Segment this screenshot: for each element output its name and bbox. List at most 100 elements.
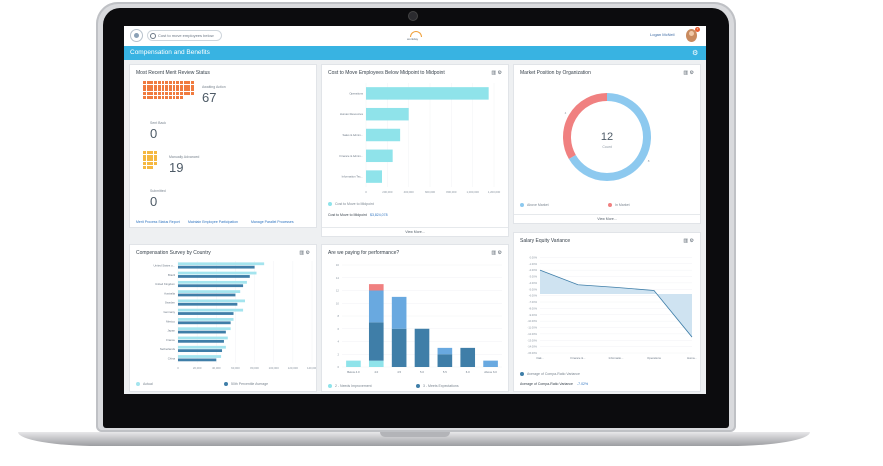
- search-input[interactable]: Cost to move employees below: [147, 30, 222, 41]
- x-tick-label: 20,000: [193, 366, 202, 370]
- gear-icon[interactable]: ⚙: [689, 70, 694, 76]
- y-tick-label: France: [166, 338, 175, 342]
- cost-chart: 0 200,000 400,000 600,000 800,000 1,000,000 1,…: [340, 83, 501, 194]
- x-tick-label: Oak...: [536, 356, 544, 360]
- waffle-square: [154, 162, 157, 165]
- search-icon: [150, 33, 156, 39]
- waffle-square: [150, 158, 154, 162]
- waffle-square: [187, 81, 191, 84]
- y-tick-label: Sweden: [165, 301, 176, 305]
- waffle-square: [187, 88, 191, 92]
- awaiting-action-value[interactable]: 67: [202, 90, 217, 105]
- waffle-square: [154, 81, 157, 84]
- waffle-square: [180, 81, 183, 84]
- waffle-square: [146, 81, 150, 84]
- manage-parallel-link[interactable]: Manage Parallel Processes: [251, 220, 294, 224]
- waffle-square: [165, 92, 169, 95]
- laptop-base: [18, 432, 810, 446]
- bar: [178, 262, 265, 266]
- waffle-square: [150, 84, 154, 88]
- waffle-square: [157, 92, 161, 95]
- user-name[interactable]: Logan McNeil: [650, 32, 675, 37]
- waffle-square: [146, 165, 150, 169]
- notification-badge[interactable]: 7: [695, 27, 700, 32]
- waffle-square: [143, 165, 146, 169]
- waffle-square: [154, 92, 157, 95]
- chart-type-icon[interactable]: ▥: [683, 238, 689, 244]
- bar: [178, 327, 231, 331]
- page-header: Compensation and Benefits ⚙: [124, 46, 706, 60]
- avatar[interactable]: [686, 29, 697, 42]
- bar-segment: [391, 296, 407, 329]
- waffle-square: [180, 95, 183, 99]
- x-tick-label: 200,000: [382, 190, 393, 194]
- bar: [178, 299, 245, 303]
- gear-icon[interactable]: ⚙: [497, 70, 502, 76]
- equity-summary-label: Average of Compa-Ratio Variance: [520, 382, 573, 386]
- x-tick-label: Operations: [647, 356, 661, 360]
- waffle-square: [168, 81, 172, 84]
- equity-summary-value[interactable]: -7.02%: [577, 382, 589, 386]
- y-tick-label: Mexico: [166, 319, 175, 323]
- y-tick-label: Australia: [164, 291, 175, 295]
- waffle-square: [180, 84, 183, 88]
- home-icon[interactable]: [130, 29, 143, 42]
- donut-slice: [563, 93, 608, 159]
- cost-view-more[interactable]: View More...: [322, 227, 508, 236]
- waffle-square: [150, 92, 154, 95]
- chart-type-icon[interactable]: ▥: [491, 250, 497, 256]
- gear-icon[interactable]: ⚙: [689, 238, 694, 244]
- y-tick-label: -1.00%: [529, 262, 538, 266]
- y-tick-label: 2: [337, 352, 339, 356]
- workday-logo[interactable]: workday: [407, 31, 423, 41]
- y-tick-label: 16: [336, 263, 340, 267]
- y-tick-label: Finance & Admin...: [340, 154, 364, 158]
- bar-segment: [437, 354, 453, 367]
- settings-icon[interactable]: ⚙: [497, 250, 502, 256]
- waffle-square: [157, 84, 161, 88]
- chart-type-icon[interactable]: ▥: [683, 70, 689, 76]
- y-tick-label: -3.00%: [529, 275, 538, 279]
- submitted-value[interactable]: 0: [150, 194, 158, 209]
- waffle-square: [146, 158, 150, 162]
- actual-legend: Actual: [143, 382, 153, 386]
- cost-title: Cost to Move Employees Below Midpoint to…: [328, 70, 445, 76]
- waffle-square: [150, 88, 154, 92]
- bar: [178, 312, 234, 315]
- waffle-square: [176, 95, 180, 99]
- waffle-square: [176, 81, 180, 84]
- waffle-square: [191, 92, 194, 95]
- waffle-square: [165, 88, 169, 92]
- chart-type-icon[interactable]: ▥: [491, 70, 497, 76]
- bar: [178, 355, 222, 358]
- slice-label: 8: [648, 159, 650, 163]
- bar: [178, 293, 236, 297]
- market-view-more[interactable]: View More...: [514, 214, 700, 223]
- waffle-square: [154, 88, 157, 92]
- bar-segment: [414, 328, 430, 367]
- x-tick-label: 400,000: [404, 190, 415, 194]
- bar: [366, 128, 401, 142]
- waffle-square: [143, 84, 146, 88]
- manually-advanced-waffle: [143, 151, 161, 179]
- y-tick-label: 6: [337, 327, 339, 331]
- maintain-participation-link[interactable]: Maintain Employee Participation: [188, 220, 238, 224]
- merit-process-status-link[interactable]: Merit Process Status Report: [136, 220, 180, 224]
- above-market-swatch: [520, 203, 524, 207]
- bar: [178, 330, 226, 334]
- manually-advanced-value[interactable]: 19: [169, 160, 184, 175]
- merit-title: Most Recent Merit Review Status: [136, 70, 210, 76]
- perf-card: Are we paying for performance? ▥ ⚙ 0 2 4 6 8…: [321, 244, 509, 392]
- bar: [366, 107, 409, 121]
- waffle-square: [168, 84, 172, 88]
- waffle-square: [161, 84, 165, 88]
- gear-icon[interactable]: ⚙: [305, 250, 310, 256]
- chart-type-icon[interactable]: ▥: [299, 250, 305, 256]
- actual-swatch: [136, 382, 140, 386]
- gear-icon[interactable]: ⚙: [692, 50, 699, 57]
- x-tick-label: Informatio...: [609, 356, 624, 360]
- sent-back-value[interactable]: 0: [150, 126, 158, 141]
- cost-summary-value[interactable]: $3,824,078: [370, 213, 388, 217]
- waffle-square: [183, 92, 187, 95]
- waffle-square: [143, 158, 146, 162]
